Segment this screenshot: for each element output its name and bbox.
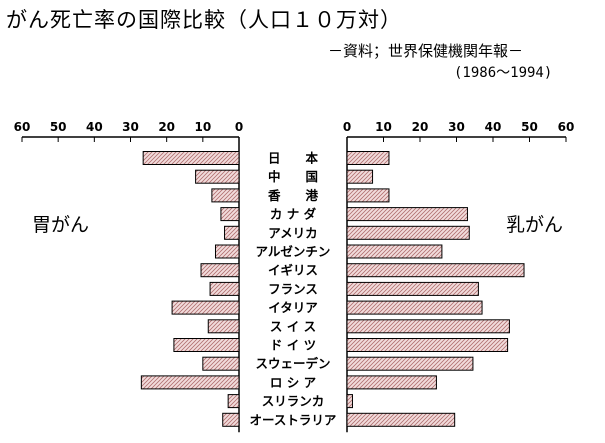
bar-left (171, 300, 240, 315)
bar-left (202, 356, 240, 371)
category-label: 中 国 (268, 169, 318, 184)
series-label-right: 乳がん (506, 214, 563, 236)
bar-left (173, 338, 240, 352)
bar-right (346, 151, 390, 165)
right-tick-label: 60 (558, 120, 575, 134)
bar-left (227, 394, 240, 409)
bar-right (346, 207, 468, 222)
category-label: ロ シ ア (270, 375, 316, 390)
bar-right (346, 394, 353, 409)
right-bars (346, 151, 525, 427)
right-tick-label: 30 (448, 120, 465, 134)
left-bars (140, 151, 240, 427)
bar-right (346, 263, 525, 278)
left-tick-label: 40 (86, 120, 103, 134)
category-label: イタリア (268, 300, 318, 315)
bar-right (346, 412, 456, 427)
bar-right (346, 356, 474, 371)
bar-right (346, 375, 437, 390)
left-tick-label: 50 (50, 120, 67, 134)
bar-left (140, 375, 240, 390)
bar-left (209, 281, 240, 296)
left-tick-label: 0 (235, 120, 243, 134)
right-tick-label: 0 (343, 120, 351, 134)
bar-right (346, 300, 483, 315)
category-label: ス イ ス (270, 319, 316, 334)
right-tick-label: 10 (375, 120, 392, 134)
data-period: (1986～1994) (454, 65, 553, 81)
bar-left (195, 169, 240, 184)
chart-title: がん死亡率の国際比較（人口１０万対） (6, 8, 402, 32)
bar-right (346, 281, 479, 296)
bar-left (207, 319, 240, 334)
left-tick-label: 10 (194, 120, 211, 134)
bar-left (224, 225, 240, 240)
left-tick-label: 20 (158, 120, 175, 134)
bar-right (346, 188, 390, 203)
category-label: オーストラリア (250, 412, 337, 427)
bar-left (222, 412, 240, 427)
category-label: 日 本 (268, 151, 319, 166)
bar-left (142, 151, 240, 165)
bar-left (211, 188, 240, 203)
bar-right (346, 169, 374, 184)
category-label: スリランカ (262, 394, 325, 409)
category-label: イギリス (268, 263, 318, 278)
category-label: カ ナ ダ (270, 207, 317, 222)
data-source: －資料；世界保健機関年報－ (328, 42, 524, 60)
left-tick-label: 60 (14, 120, 31, 134)
right-tick-label: 20 (412, 120, 429, 134)
left-axis: 0 10 20 30 40 50 60 (14, 120, 243, 433)
bar-right (346, 338, 509, 352)
left-tick-label: 30 (122, 120, 139, 134)
bar-left (200, 263, 240, 278)
bar-right (346, 319, 510, 334)
series-label-left: 胃がん (32, 214, 89, 236)
category-label: 香 港 (267, 188, 319, 203)
category-label: ド イ ツ (270, 338, 316, 353)
category-label: アルゼンチン (256, 244, 331, 259)
category-label: スウェーデン (255, 356, 330, 371)
right-tick-label: 40 (485, 120, 502, 134)
bar-right (346, 244, 443, 259)
right-axis: 0 10 20 30 40 50 60 (343, 120, 575, 433)
bar-left (220, 207, 240, 222)
category-label: フランス (268, 281, 318, 296)
bar-right (346, 225, 470, 240)
right-tick-label: 50 (521, 120, 538, 134)
bar-left (214, 244, 240, 259)
category-label: アメリカ (268, 225, 317, 240)
